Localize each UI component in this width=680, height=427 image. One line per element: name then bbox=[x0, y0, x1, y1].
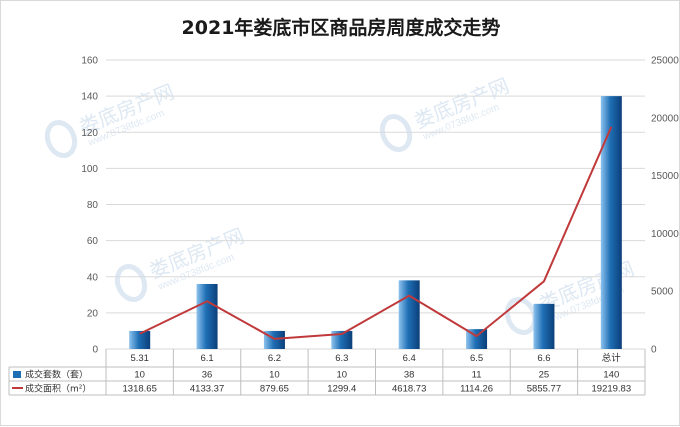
data-label: 4133.37 bbox=[190, 384, 224, 395]
bar bbox=[533, 303, 555, 349]
y-left-tick-label: 80 bbox=[87, 200, 99, 211]
data-label: 879.65 bbox=[260, 384, 289, 395]
data-label: 1318.65 bbox=[123, 384, 157, 395]
bar bbox=[331, 330, 353, 349]
y-left-tick-label: 120 bbox=[81, 128, 98, 139]
legend-swatch-bar bbox=[13, 371, 21, 378]
y-right-tick-label: 15000 bbox=[651, 171, 679, 182]
bar bbox=[600, 96, 622, 349]
data-label: 4618.73 bbox=[392, 384, 426, 395]
y-right-tick-label: 5000 bbox=[651, 287, 674, 298]
bar bbox=[196, 283, 218, 349]
x-category-label: 总计 bbox=[602, 352, 622, 364]
data-label: 140 bbox=[603, 370, 619, 381]
y-left-tick-label: 40 bbox=[87, 272, 99, 283]
y-left-tick-label: 20 bbox=[87, 308, 99, 319]
data-label: 38 bbox=[404, 370, 415, 381]
watermark-logo-icon bbox=[379, 114, 413, 152]
data-label: 5855.77 bbox=[527, 384, 561, 395]
data-label: 10 bbox=[337, 370, 348, 381]
x-category-label: 6.4 bbox=[403, 353, 416, 364]
x-category-label: 6.2 bbox=[268, 353, 281, 364]
data-label: 1114.26 bbox=[460, 384, 493, 395]
bar bbox=[129, 330, 151, 349]
watermark-logo-icon bbox=[504, 297, 538, 335]
data-label: 1299.4 bbox=[327, 384, 356, 395]
y-right-tick-label: 20000 bbox=[651, 113, 679, 124]
chart-title: 2021年娄底市区商品房周度成交走势 bbox=[181, 17, 501, 39]
legend-label: 成交面积（m²） bbox=[25, 383, 91, 395]
watermark-logo-icon bbox=[44, 120, 78, 158]
x-category-label: 6.6 bbox=[537, 353, 550, 364]
y-left-tick-label: 0 bbox=[92, 345, 98, 356]
data-label: 10 bbox=[269, 370, 280, 381]
data-label: 10 bbox=[134, 370, 145, 381]
y-left-tick-label: 160 bbox=[81, 56, 98, 67]
data-label: 36 bbox=[202, 370, 213, 381]
watermark-logo-icon bbox=[114, 264, 148, 302]
y-left-tick-label: 100 bbox=[81, 164, 98, 175]
x-category-label: 6.3 bbox=[335, 353, 348, 364]
line-series bbox=[139, 126, 613, 340]
data-label: 19219.83 bbox=[592, 384, 632, 395]
y-right-tick-label: 25000 bbox=[651, 56, 679, 67]
x-category-label: 6.5 bbox=[470, 353, 483, 364]
y-left-tick-label: 140 bbox=[81, 92, 98, 103]
x-category-label: 6.1 bbox=[200, 353, 213, 364]
y-right-tick-label: 10000 bbox=[651, 229, 679, 240]
data-label: 11 bbox=[472, 370, 482, 381]
data-label: 25 bbox=[539, 370, 550, 381]
x-category-label: 5.31 bbox=[130, 353, 149, 364]
y-right-tick-label: 0 bbox=[651, 345, 657, 356]
y-left-tick-label: 60 bbox=[87, 236, 99, 247]
bar bbox=[398, 280, 420, 349]
legend-label: 成交套数（套） bbox=[25, 369, 88, 381]
